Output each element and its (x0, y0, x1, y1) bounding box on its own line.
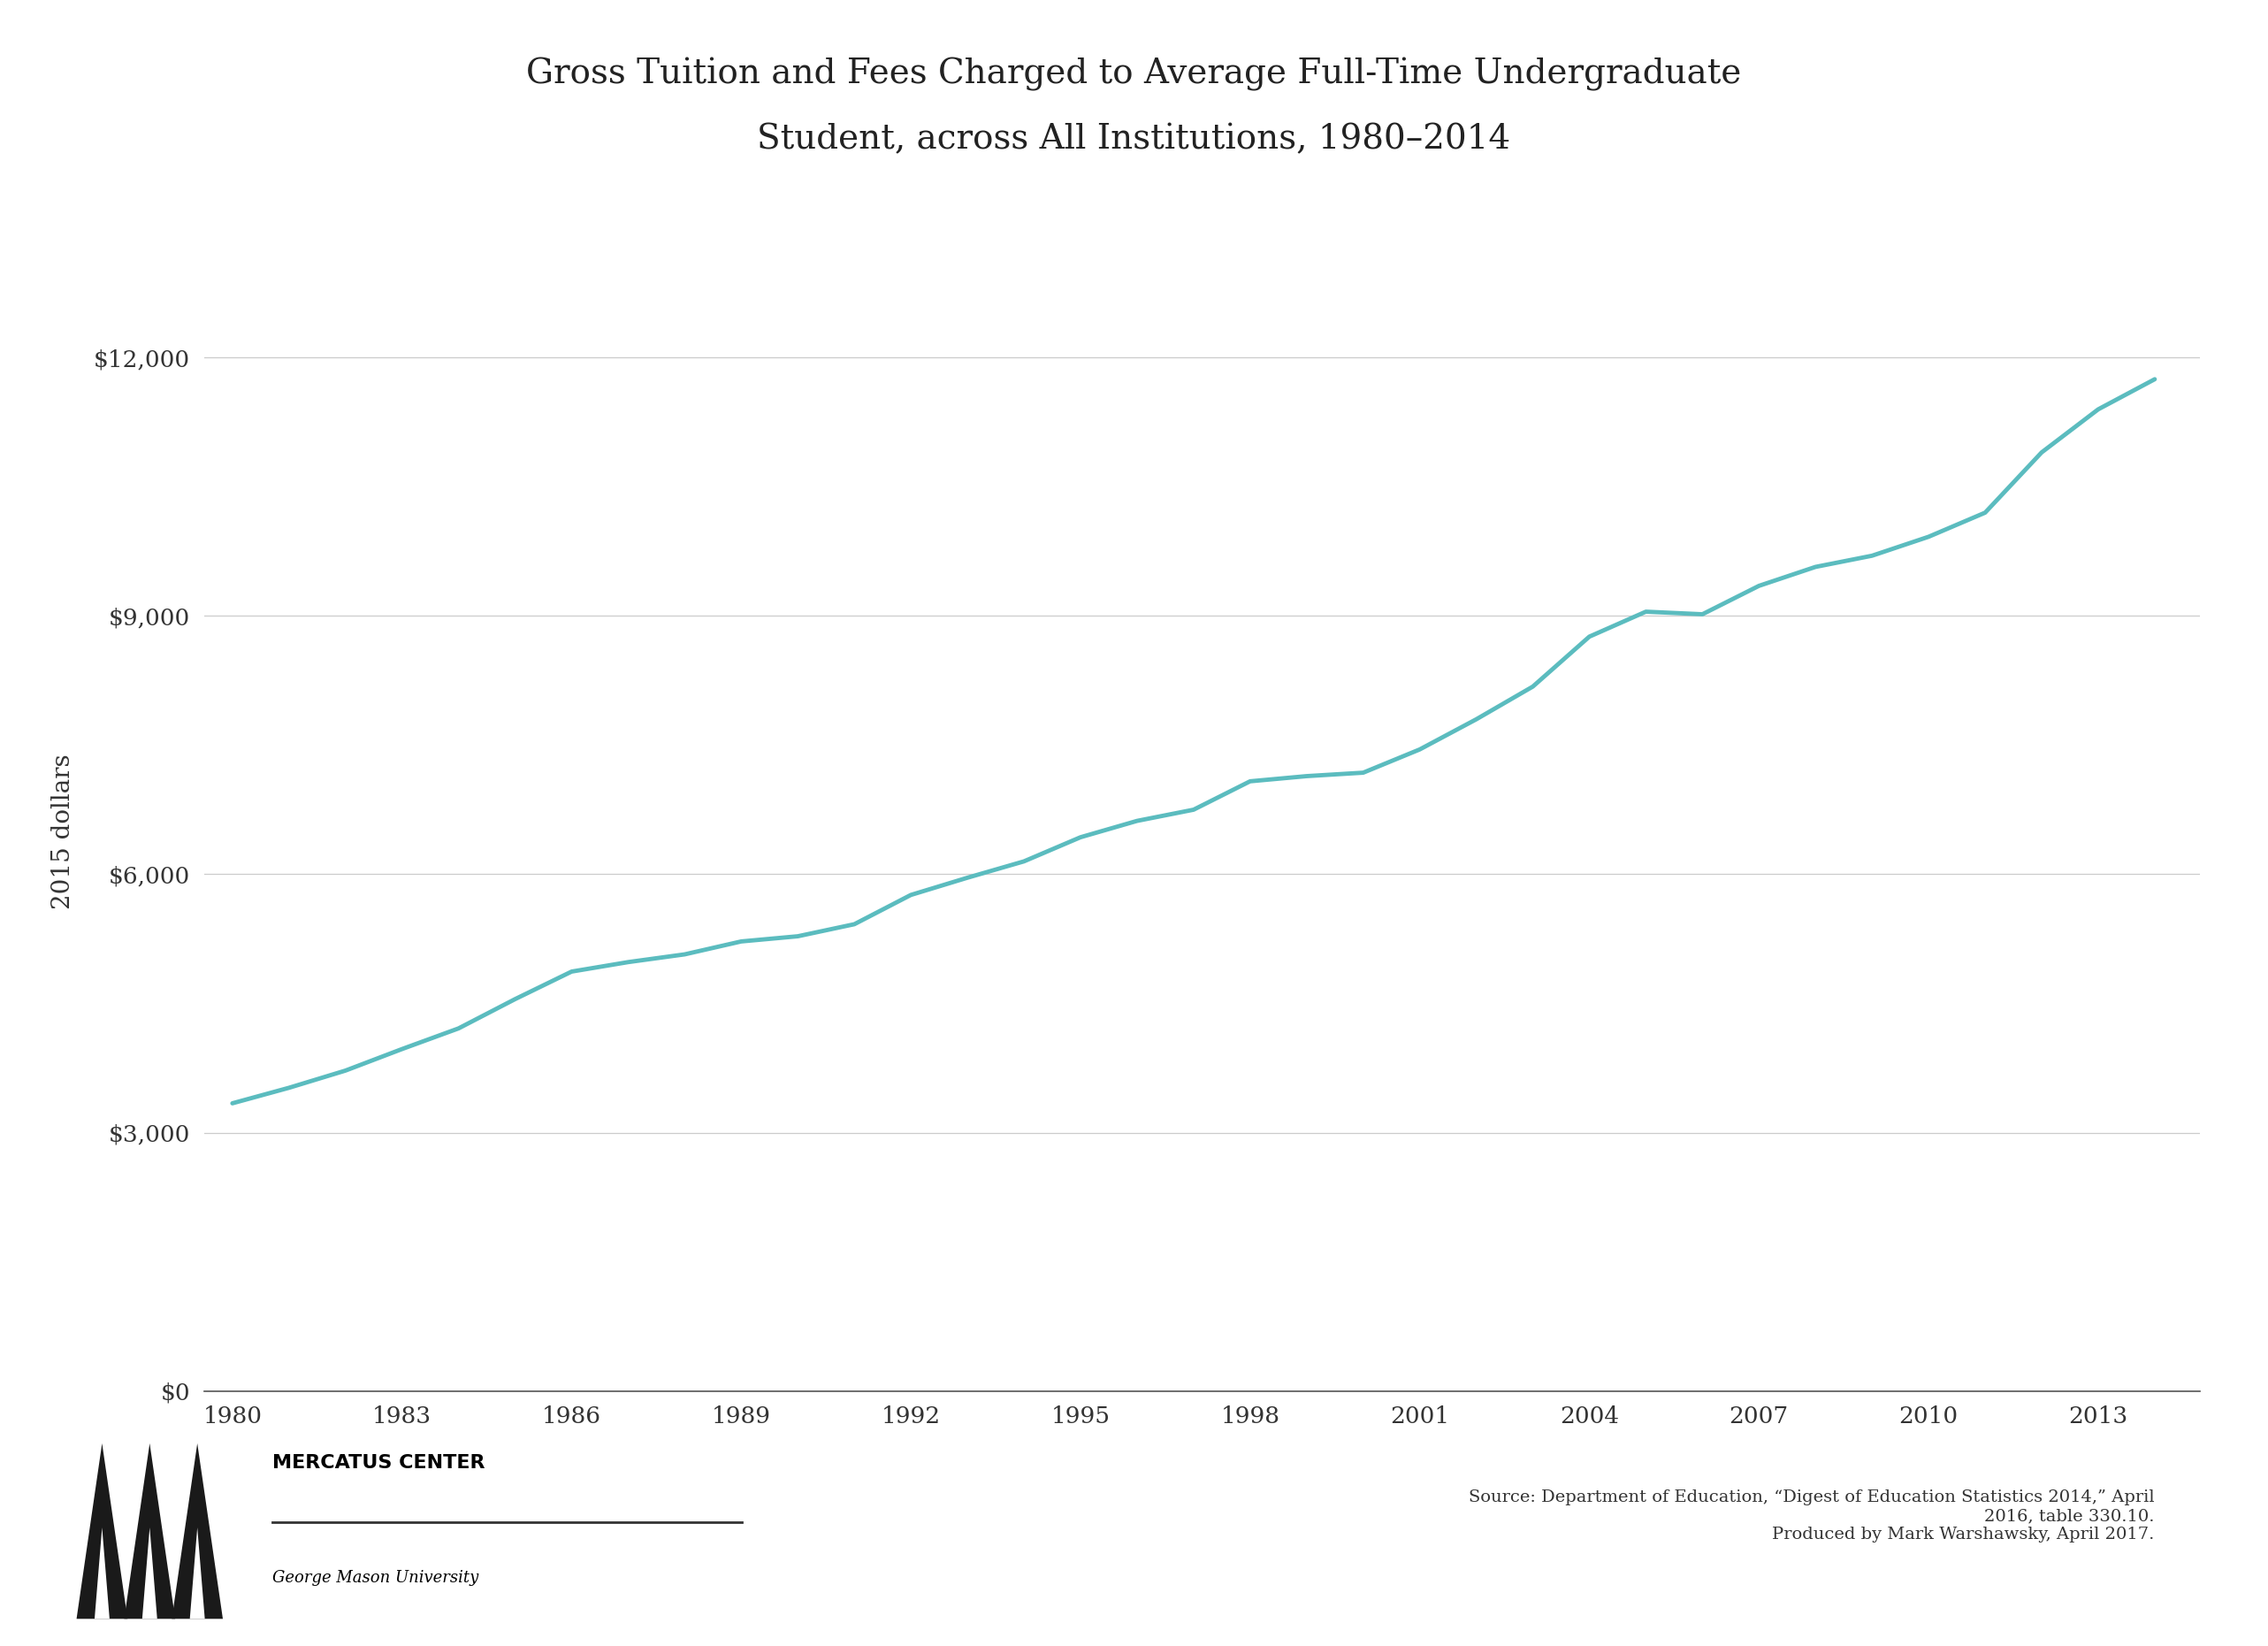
Text: Source: Department of Education, “Digest of Education Statistics 2014,” April
20: Source: Department of Education, “Digest… (1470, 1490, 2155, 1542)
Text: Gross Tuition and Fees Charged to Average Full-Time Undergraduate: Gross Tuition and Fees Charged to Averag… (526, 58, 1742, 91)
Text: MERCATUS CENTER: MERCATUS CENTER (272, 1453, 485, 1472)
Text: George Mason University: George Mason University (272, 1570, 479, 1587)
Y-axis label: 2015 dollars: 2015 dollars (52, 754, 75, 909)
Text: Student, across All Institutions, 1980–2014: Student, across All Institutions, 1980–2… (758, 123, 1510, 156)
